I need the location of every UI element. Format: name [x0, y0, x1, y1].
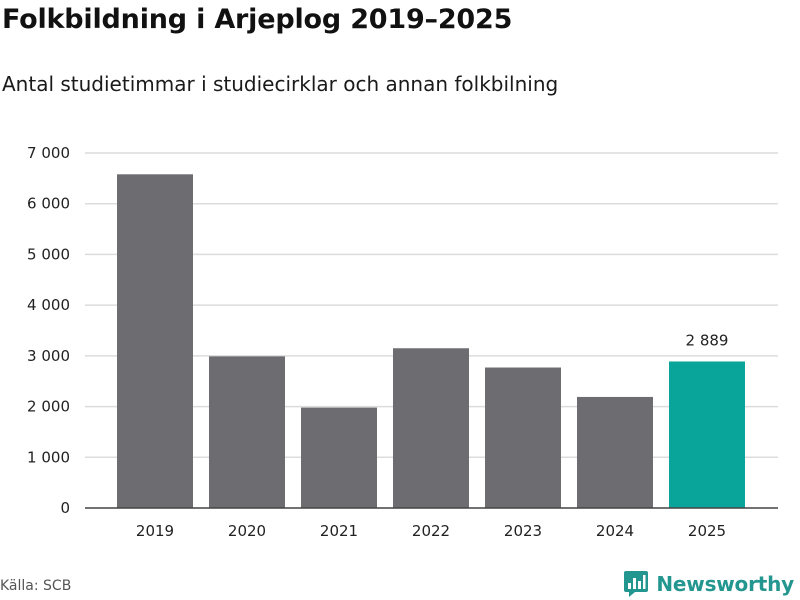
data-label: 2 889 — [686, 331, 729, 349]
bar-2020 — [209, 356, 285, 508]
bar-2025 — [669, 361, 745, 508]
y-tick-label: 7 000 — [27, 144, 70, 162]
chart-subtitle: Antal studietimmar i studiecirklar och a… — [2, 72, 559, 96]
x-tick-label: 2021 — [320, 522, 358, 540]
x-tick-label: 2025 — [688, 522, 726, 540]
bars — [117, 174, 745, 509]
y-tick-label: 5 000 — [27, 245, 70, 263]
y-axis-labels: 0 1 000 2 000 3 000 4 000 5 000 6 000 7 000 — [27, 144, 70, 517]
chart-title: Folkbildning i Arjeplog 2019–2025 — [2, 4, 513, 35]
x-tick-label: 2022 — [412, 522, 450, 540]
bar-2019 — [117, 174, 193, 509]
bar-2022 — [393, 348, 469, 508]
y-tick-label: 4 000 — [27, 296, 70, 314]
y-tick-label: 6 000 — [27, 195, 70, 213]
x-tick-label: 2019 — [136, 522, 174, 540]
brand-logo: Newsworthy — [623, 570, 794, 598]
x-tick-label: 2023 — [504, 522, 542, 540]
data-labels: 2 889 — [686, 331, 729, 349]
newsworthy-logo-icon — [624, 571, 649, 597]
y-tick-label: 2 000 — [27, 398, 70, 416]
x-axis-labels: 2019 2020 2021 2022 2023 2024 2025 — [136, 522, 726, 540]
y-tick-label: 0 — [60, 499, 70, 517]
brand-name: Newsworthy — [656, 572, 794, 596]
bar-2021 — [301, 407, 377, 508]
bar-2024 — [577, 396, 653, 508]
source-note: Källa: SCB — [0, 578, 72, 594]
x-tick-label: 2024 — [596, 522, 634, 540]
y-tick-label: 3 000 — [27, 347, 70, 365]
x-tick-label: 2020 — [228, 522, 266, 540]
bar-2023 — [485, 367, 561, 508]
y-tick-label: 1 000 — [27, 448, 70, 466]
